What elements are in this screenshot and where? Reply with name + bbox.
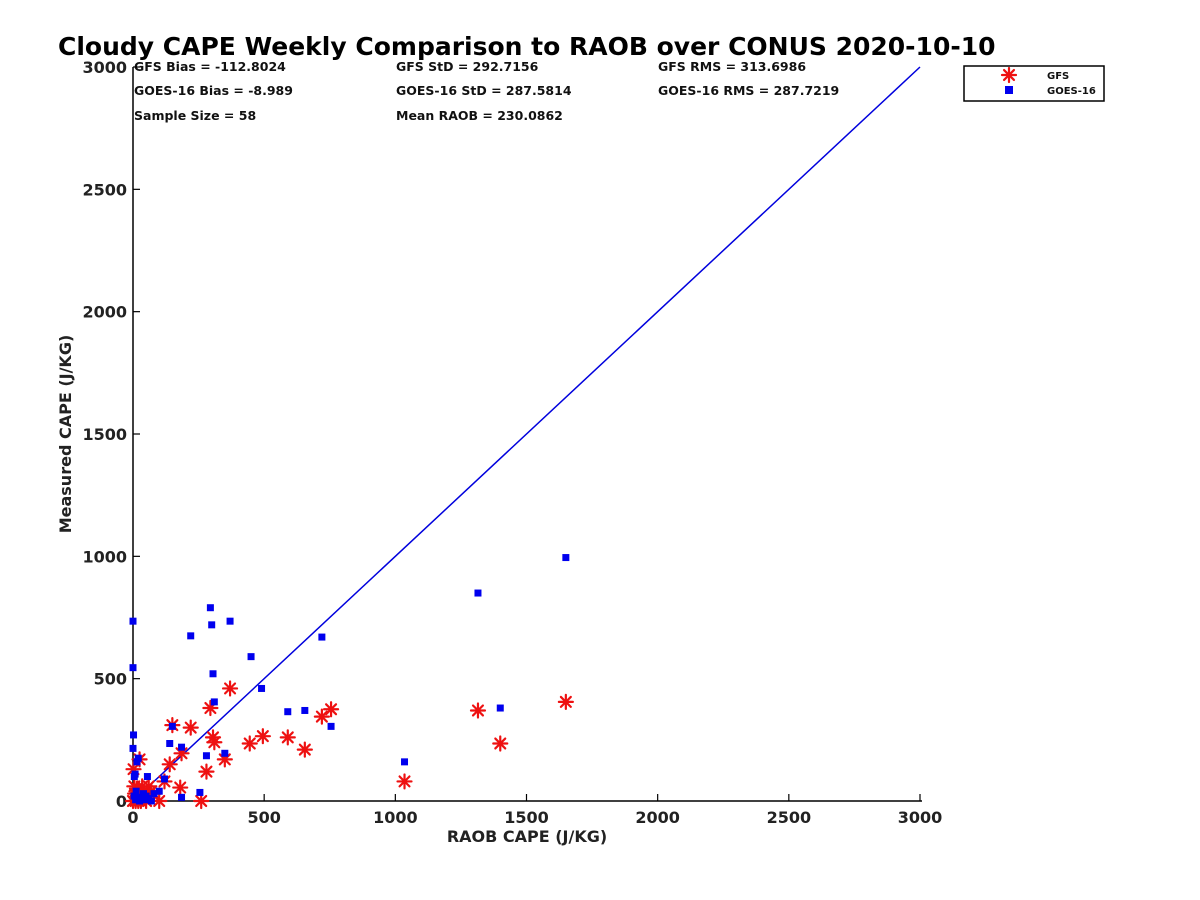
goes16-point xyxy=(284,708,292,716)
goes16-point xyxy=(209,670,217,678)
legend-gfs-label: GFS xyxy=(1047,71,1069,82)
goes16-point xyxy=(130,792,138,800)
goes16-point xyxy=(129,744,137,752)
goes16-point xyxy=(258,684,266,692)
stats-block: GFS Bias = -112.8024 GFS StD = 292.7156 … xyxy=(134,59,839,123)
goes16-point xyxy=(187,632,195,640)
goes16-point xyxy=(129,617,137,625)
gfs-point xyxy=(221,680,239,697)
one-to-one-line xyxy=(132,66,921,802)
goes16-point xyxy=(150,790,158,798)
x-axis-label: RAOB CAPE (J/KG) xyxy=(447,827,607,846)
goes16-point xyxy=(318,633,326,641)
goes16-point xyxy=(133,758,141,766)
gfs-point xyxy=(469,702,487,719)
goes16-point xyxy=(496,704,504,712)
x-tick-label: 500 xyxy=(247,808,280,827)
goes16-point xyxy=(196,788,204,796)
y-axis-label: Measured CAPE (J/KG) xyxy=(56,335,75,534)
gfs-point xyxy=(322,701,340,718)
goes16-point xyxy=(143,773,151,781)
x-tick-label: 2000 xyxy=(635,808,680,827)
gfs-point xyxy=(313,708,330,725)
stat-goes-bias: GOES-16 Bias = -8.989 xyxy=(134,83,293,98)
stat-goes-std: GOES-16 StD = 287.5814 xyxy=(396,83,572,98)
gfs-point xyxy=(206,734,223,751)
stat-gfs-rms: GFS RMS = 313.6986 xyxy=(658,59,806,74)
stat-sample-size: Sample Size = 58 xyxy=(134,108,256,123)
legend-gfs-asterisk xyxy=(1000,66,1018,84)
goes16-point xyxy=(221,749,229,757)
goes16-point xyxy=(208,621,216,629)
y-tick-label: 2500 xyxy=(82,180,127,199)
gfs-point xyxy=(161,756,178,773)
goes16-point xyxy=(132,787,140,795)
gfs-point xyxy=(492,735,509,752)
goes16-point xyxy=(160,775,168,783)
goes16-point xyxy=(132,796,140,804)
goes16-point xyxy=(327,722,335,730)
goes16-point xyxy=(166,740,174,748)
gfs-point xyxy=(193,792,210,810)
legend-goes16-marker xyxy=(1005,86,1013,94)
gfs-point xyxy=(254,728,271,745)
y-tick-label: 0 xyxy=(116,792,127,811)
y-tick-label: 500 xyxy=(94,670,127,689)
goes16-point xyxy=(301,706,309,714)
gfs-point xyxy=(182,719,199,736)
stat-gfs-std: GFS StD = 292.7156 xyxy=(396,59,539,74)
series-goes16-points xyxy=(129,554,570,805)
stat-mean-raob: Mean RAOB = 230.0862 xyxy=(396,108,563,123)
goes16-point xyxy=(141,796,149,804)
y-tick-label: 2000 xyxy=(82,303,127,322)
goes16-point xyxy=(168,722,176,730)
goes16-point xyxy=(210,698,218,706)
legend-gfs-marker xyxy=(1000,66,1018,84)
x-tick-label: 1500 xyxy=(504,808,549,827)
goes16-point xyxy=(129,664,137,672)
x-tick-label: 0 xyxy=(127,808,138,827)
goes16-point xyxy=(131,770,139,778)
gfs-point xyxy=(557,693,574,711)
goes16-point xyxy=(147,797,155,805)
gfs-point xyxy=(396,773,413,790)
goes16-point xyxy=(202,752,210,760)
x-tick-label: 1000 xyxy=(373,808,418,827)
gfs-point xyxy=(279,729,296,746)
gfs-point xyxy=(296,741,313,758)
gfs-point xyxy=(198,763,215,780)
goes16-point xyxy=(206,604,214,612)
goes16-point xyxy=(155,787,163,795)
legend-box xyxy=(963,65,1105,102)
x-axis-ticks: 0 500 1000 1500 2000 2500 3000 xyxy=(127,794,942,827)
goes16-point xyxy=(401,758,409,766)
y-axis-ticks: 0 500 1000 1500 2000 2500 3000 xyxy=(82,58,140,811)
y-tick-label: 1500 xyxy=(82,425,127,444)
goes16-point xyxy=(130,731,138,739)
x-tick-label: 3000 xyxy=(898,808,943,827)
goes16-point xyxy=(247,653,255,661)
y-tick-label: 1000 xyxy=(82,547,127,566)
y-tick-label: 3000 xyxy=(82,58,127,77)
goes16-point xyxy=(178,743,186,751)
x-tick-label: 2500 xyxy=(767,808,812,827)
goes16-point xyxy=(178,793,186,801)
goes16-point xyxy=(474,589,482,597)
legend: GFS GOES-16 xyxy=(963,65,1105,102)
goes16-point xyxy=(562,554,570,562)
goes16-point xyxy=(226,617,234,625)
chart-title: Cloudy CAPE Weekly Comparison to RAOB ov… xyxy=(58,32,996,61)
stat-gfs-bias: GFS Bias = -112.8024 xyxy=(134,59,286,74)
legend-goes16-label: GOES-16 xyxy=(1047,86,1096,97)
stat-goes-rms: GOES-16 RMS = 287.7219 xyxy=(658,83,839,98)
gfs-point xyxy=(172,779,189,796)
goes16-point xyxy=(134,754,142,762)
gfs-point xyxy=(241,735,258,752)
